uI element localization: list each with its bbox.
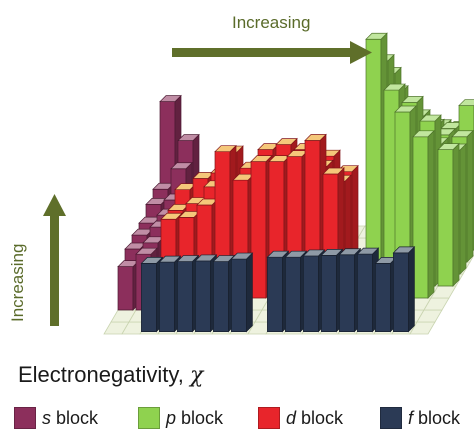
bars [117,32,474,333]
bar-f-block [392,246,416,333]
legend-item-s: s block [14,407,98,429]
legend-text-s: block [56,407,99,428]
legend-item-p: p block [138,407,223,429]
legend-letter-f: f [408,407,414,428]
legend-text-f: block [418,407,461,428]
increasing-vertical-arrow [43,194,66,326]
legend-swatch-s [14,407,36,429]
bar-f-block [230,252,254,333]
x-axis-title: Electronegativity, χ [18,362,203,388]
increasing-horizontal-label: Increasing [232,13,311,32]
legend-item-d: d block [258,407,343,429]
increasing-vertical-label: Increasing [8,243,27,322]
legend-text-d: block [301,407,344,428]
legend-item-f: f block [380,407,460,429]
legend-letter-s: s [42,407,51,428]
increasing-horizontal-arrow [172,41,372,64]
x-axis-title-text: Electronegativity, [18,362,184,387]
bar-p-block [437,142,460,287]
bar-chart-3d [43,32,474,335]
legend-letter-p: p [166,407,177,428]
legend-text-p: block [181,407,224,428]
legend-swatch-d [258,407,280,429]
legend-letter-d: d [286,407,297,428]
legend-swatch-p [138,407,160,429]
legend-swatch-f [380,407,402,429]
bar-p-block [412,129,435,299]
chi-symbol: χ [190,363,204,388]
legend: s block p block d block f block [14,407,470,431]
